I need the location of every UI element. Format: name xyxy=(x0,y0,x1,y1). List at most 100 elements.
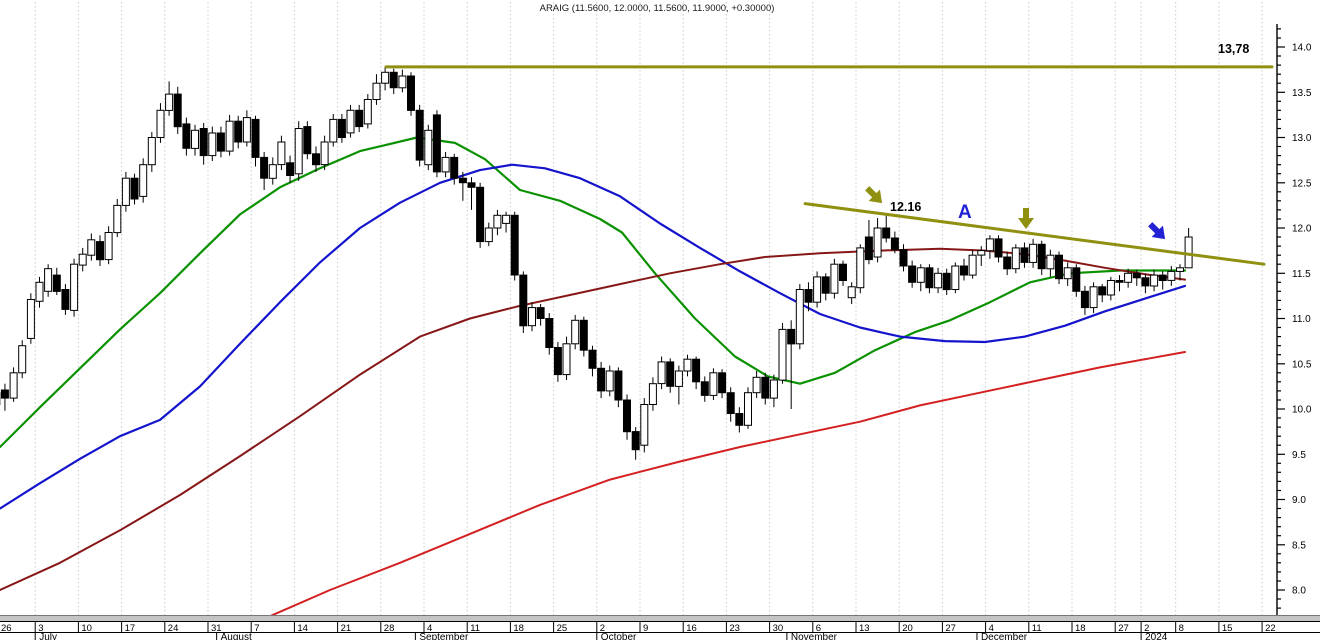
candle-down xyxy=(761,376,770,399)
candle-down xyxy=(432,114,441,173)
moving-averages xyxy=(0,136,1187,619)
candle-up xyxy=(1176,267,1184,272)
candle-down xyxy=(260,156,269,179)
candle-up xyxy=(329,118,338,143)
candle-down xyxy=(864,236,873,261)
candle-down xyxy=(614,370,623,401)
annotation-arrows xyxy=(865,186,1166,240)
candle-down xyxy=(588,349,597,369)
candle-down xyxy=(1003,256,1012,270)
candle-down xyxy=(623,399,631,433)
candle-up xyxy=(1029,243,1038,263)
candle-up xyxy=(268,164,277,179)
candle-up xyxy=(1089,286,1098,309)
y-axis-label: 8.5 xyxy=(1292,540,1306,551)
candle-up xyxy=(381,71,390,84)
ma-maroon-slow xyxy=(0,247,1186,591)
day-label: 28 xyxy=(384,623,395,634)
candle-up xyxy=(968,254,977,276)
candle-up xyxy=(1150,274,1159,287)
candle-down xyxy=(942,272,951,291)
day-label: 3 xyxy=(38,623,43,634)
day-label: 6 xyxy=(816,623,821,634)
candle-down xyxy=(839,263,847,282)
candle-down xyxy=(1080,290,1089,309)
day-label: 26 xyxy=(1,623,12,634)
candle-up xyxy=(320,141,329,166)
y-axis-label: 11.0 xyxy=(1292,314,1311,325)
y-axis-label: 9.0 xyxy=(1292,495,1306,506)
candle-down xyxy=(510,214,519,276)
candle-up xyxy=(424,129,433,166)
candle-up xyxy=(398,75,407,89)
olive-down-arrow-icon xyxy=(1018,208,1034,229)
candle-up xyxy=(121,177,130,206)
candle-up xyxy=(916,267,925,283)
candle-up xyxy=(683,358,692,372)
y-axis-label: 13.5 xyxy=(1292,88,1312,99)
candle-up xyxy=(847,286,856,299)
day-label: 11 xyxy=(1032,623,1042,634)
candle-up xyxy=(1167,270,1176,281)
candle-down xyxy=(199,128,208,157)
candle-up xyxy=(165,93,174,111)
day-label: 2 xyxy=(1144,623,1149,634)
gridlines xyxy=(34,2,1263,615)
candle-down xyxy=(173,93,182,128)
y-axis-label: 10.0 xyxy=(1292,405,1312,416)
candle-down xyxy=(234,120,243,143)
candle-up xyxy=(484,227,493,243)
resistance-price-label: 13,78 xyxy=(1218,42,1249,56)
candle-up xyxy=(648,383,657,406)
candle-up xyxy=(934,272,943,289)
olive-down-arrow-icon xyxy=(865,186,883,204)
candle-up xyxy=(951,265,960,290)
candle-up xyxy=(441,156,450,173)
candle-down xyxy=(519,274,528,327)
downtrend-line xyxy=(803,202,1266,266)
candle-down xyxy=(1072,267,1081,292)
candle-down xyxy=(1115,280,1124,283)
candle-down xyxy=(0,389,9,399)
month-label: August xyxy=(221,632,252,640)
y-axis-label: 9.5 xyxy=(1292,450,1306,461)
candle-up xyxy=(769,379,778,399)
y-axis-label: 12.0 xyxy=(1292,224,1312,235)
candle-down xyxy=(1132,272,1141,279)
candle-up xyxy=(744,392,752,426)
candle-down xyxy=(96,241,104,261)
candle-up xyxy=(147,137,156,166)
candle-up xyxy=(44,268,53,292)
candle-up xyxy=(113,204,122,234)
month-label: September xyxy=(419,632,469,640)
candle-up xyxy=(242,117,251,143)
candle-up xyxy=(752,376,761,394)
candlesticks xyxy=(0,66,1193,460)
candle-down xyxy=(251,118,260,158)
day-label: 27 xyxy=(1118,623,1129,634)
candle-up xyxy=(977,250,986,256)
candle-down xyxy=(631,431,640,451)
candle-up xyxy=(562,343,571,376)
candle-down xyxy=(355,109,364,128)
day-label: 24 xyxy=(168,623,179,634)
candle-down xyxy=(286,162,295,177)
candle-up xyxy=(139,164,148,197)
day-label: 18 xyxy=(513,623,524,634)
swing-high-price-label: 12.16 xyxy=(890,200,921,214)
candle-down xyxy=(1055,254,1063,280)
wave-letter-label: A xyxy=(958,202,972,223)
candle-up xyxy=(605,370,614,392)
day-label: 13 xyxy=(859,623,870,634)
candle-down xyxy=(450,156,459,179)
candle-up xyxy=(502,214,511,224)
trendlines xyxy=(384,65,1274,266)
day-label: 21 xyxy=(341,623,352,634)
day-label: 18 xyxy=(1075,623,1086,634)
candle-up xyxy=(1124,272,1133,283)
candle-down xyxy=(666,361,675,387)
month-label: November xyxy=(791,632,838,640)
day-label: 14 xyxy=(297,623,308,634)
candle-down xyxy=(1037,243,1046,270)
candle-up xyxy=(528,307,536,327)
